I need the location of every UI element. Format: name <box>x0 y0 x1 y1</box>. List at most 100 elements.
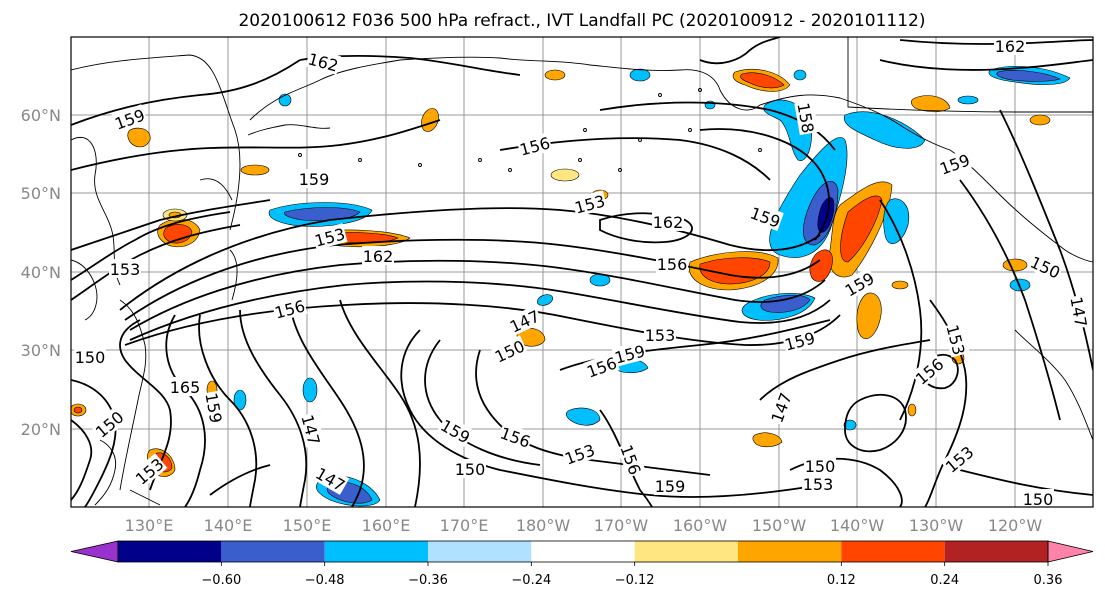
lon-tick-label: 170°E <box>440 516 489 535</box>
contour-line <box>879 59 1093 71</box>
shade-patch <box>740 72 785 89</box>
contour-label-bg <box>940 441 978 477</box>
colorbar-segment <box>841 541 945 562</box>
shade-patch <box>1029 114 1051 126</box>
contour-label-bg <box>130 453 168 489</box>
lon-tick-label: 160°E <box>362 516 411 535</box>
contour-label-bg <box>766 389 795 426</box>
contour-label: 153 <box>110 260 141 279</box>
contour-label-bg <box>271 295 308 322</box>
colorbar-extend-high <box>1047 540 1094 563</box>
contour-label-group: 156 <box>656 254 688 274</box>
shade-patch <box>302 377 318 403</box>
island <box>758 148 762 152</box>
coastline <box>129 489 161 506</box>
island <box>358 158 362 162</box>
shade-patch <box>163 224 193 244</box>
longitude-labels: 130°E 140°E 150°E 160°E 170°E 180°W 170°W 160°W… <box>125 516 1043 535</box>
coastline <box>899 124 1093 263</box>
contour-label: 153 <box>803 475 834 494</box>
contour-label-group: 150 <box>454 459 486 479</box>
contour-label-bg <box>781 327 818 354</box>
contour-line <box>209 464 271 496</box>
contour-line <box>119 207 821 311</box>
contour-label-bg <box>454 459 486 478</box>
coastline <box>249 59 401 121</box>
contour-label-bg <box>561 439 598 468</box>
contour-label-group: 162 <box>362 246 394 266</box>
contour-label: 150 <box>455 460 486 479</box>
contour-label-bg <box>571 190 608 217</box>
contour-line <box>198 314 258 507</box>
contour-line <box>959 179 1061 421</box>
contour-line <box>999 109 1093 371</box>
contour-label: 162 <box>653 213 684 232</box>
shade-patch <box>629 68 651 82</box>
colorbar-tick-label: −0.60 <box>201 573 241 588</box>
colorbar-segment <box>738 541 842 562</box>
shade-patch <box>910 95 951 113</box>
contour-label-bg <box>516 132 553 159</box>
colorbar-segment <box>944 541 1048 562</box>
lat-tick-label: 20°N <box>21 420 61 439</box>
lat-tick-label: 30°N <box>21 341 61 360</box>
lon-tick-label: 160°W <box>673 516 728 535</box>
island <box>578 158 582 162</box>
colorbar-tick-label: −0.24 <box>511 573 551 588</box>
colorbar-tick-label: 0.12 <box>827 573 856 588</box>
contour-label-bg <box>994 37 1026 55</box>
colorbar-tick-label: 0.36 <box>1034 573 1063 588</box>
contour-label-bg <box>656 254 688 273</box>
contour-line <box>71 419 93 501</box>
contour-label-group: 159 <box>201 390 227 426</box>
contour-label-bg <box>497 422 534 451</box>
contour-line <box>400 329 821 498</box>
colorbar-frame <box>117 540 1049 563</box>
island <box>618 168 622 172</box>
contour-line <box>919 353 959 390</box>
contour-line <box>959 469 1093 496</box>
shade-patch <box>516 327 546 347</box>
contour-label: 153 <box>645 326 676 345</box>
contour-line <box>899 39 1093 45</box>
shade-patch <box>752 432 783 448</box>
contour-label-group: 159 <box>840 267 878 300</box>
coastline <box>71 137 121 286</box>
shade-patch <box>421 108 439 132</box>
contour-label-group: 153 <box>802 474 834 494</box>
colorbar-segment <box>221 541 325 562</box>
contour-label-bg <box>298 411 325 448</box>
contour-label-bg <box>74 347 106 366</box>
contour-line <box>71 211 231 281</box>
contour-label-bg <box>169 377 201 396</box>
contour-label-bg <box>311 223 348 250</box>
contour-label: 156 <box>657 255 688 274</box>
contour-line <box>699 128 830 241</box>
contour-label: 150 <box>1023 490 1054 509</box>
contour-line <box>599 409 653 507</box>
contour-label-group: 153 <box>109 259 141 279</box>
contour-label-bg <box>298 169 330 188</box>
lon-tick-label: 150°W <box>752 516 807 535</box>
contour-line <box>124 302 841 346</box>
contour-label: 162 <box>995 37 1026 56</box>
contour-label-bg <box>111 104 148 133</box>
shade-patch <box>536 294 554 306</box>
lon-tick-label: 170°W <box>594 516 649 535</box>
lon-tick-label: 140°E <box>204 516 253 535</box>
contour-label-bg <box>936 149 973 178</box>
shade-patch <box>843 419 857 431</box>
shade-patch <box>907 403 917 417</box>
contour-label-group: 147 <box>297 411 325 448</box>
contour-label-bg <box>910 353 948 389</box>
coastline <box>247 124 331 136</box>
shade-patch <box>233 389 247 411</box>
contour-line <box>239 309 308 507</box>
shade-patch <box>760 294 811 313</box>
contour-label-bg <box>90 406 128 442</box>
shade-patch <box>957 95 979 105</box>
contour-line <box>71 119 441 171</box>
contour-label-group: 153 <box>644 325 676 345</box>
contour-label-bg <box>305 48 342 75</box>
